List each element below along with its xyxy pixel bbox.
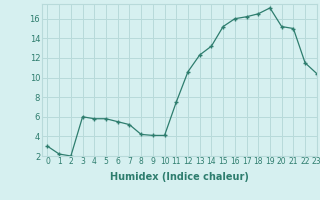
X-axis label: Humidex (Indice chaleur): Humidex (Indice chaleur) (110, 172, 249, 182)
